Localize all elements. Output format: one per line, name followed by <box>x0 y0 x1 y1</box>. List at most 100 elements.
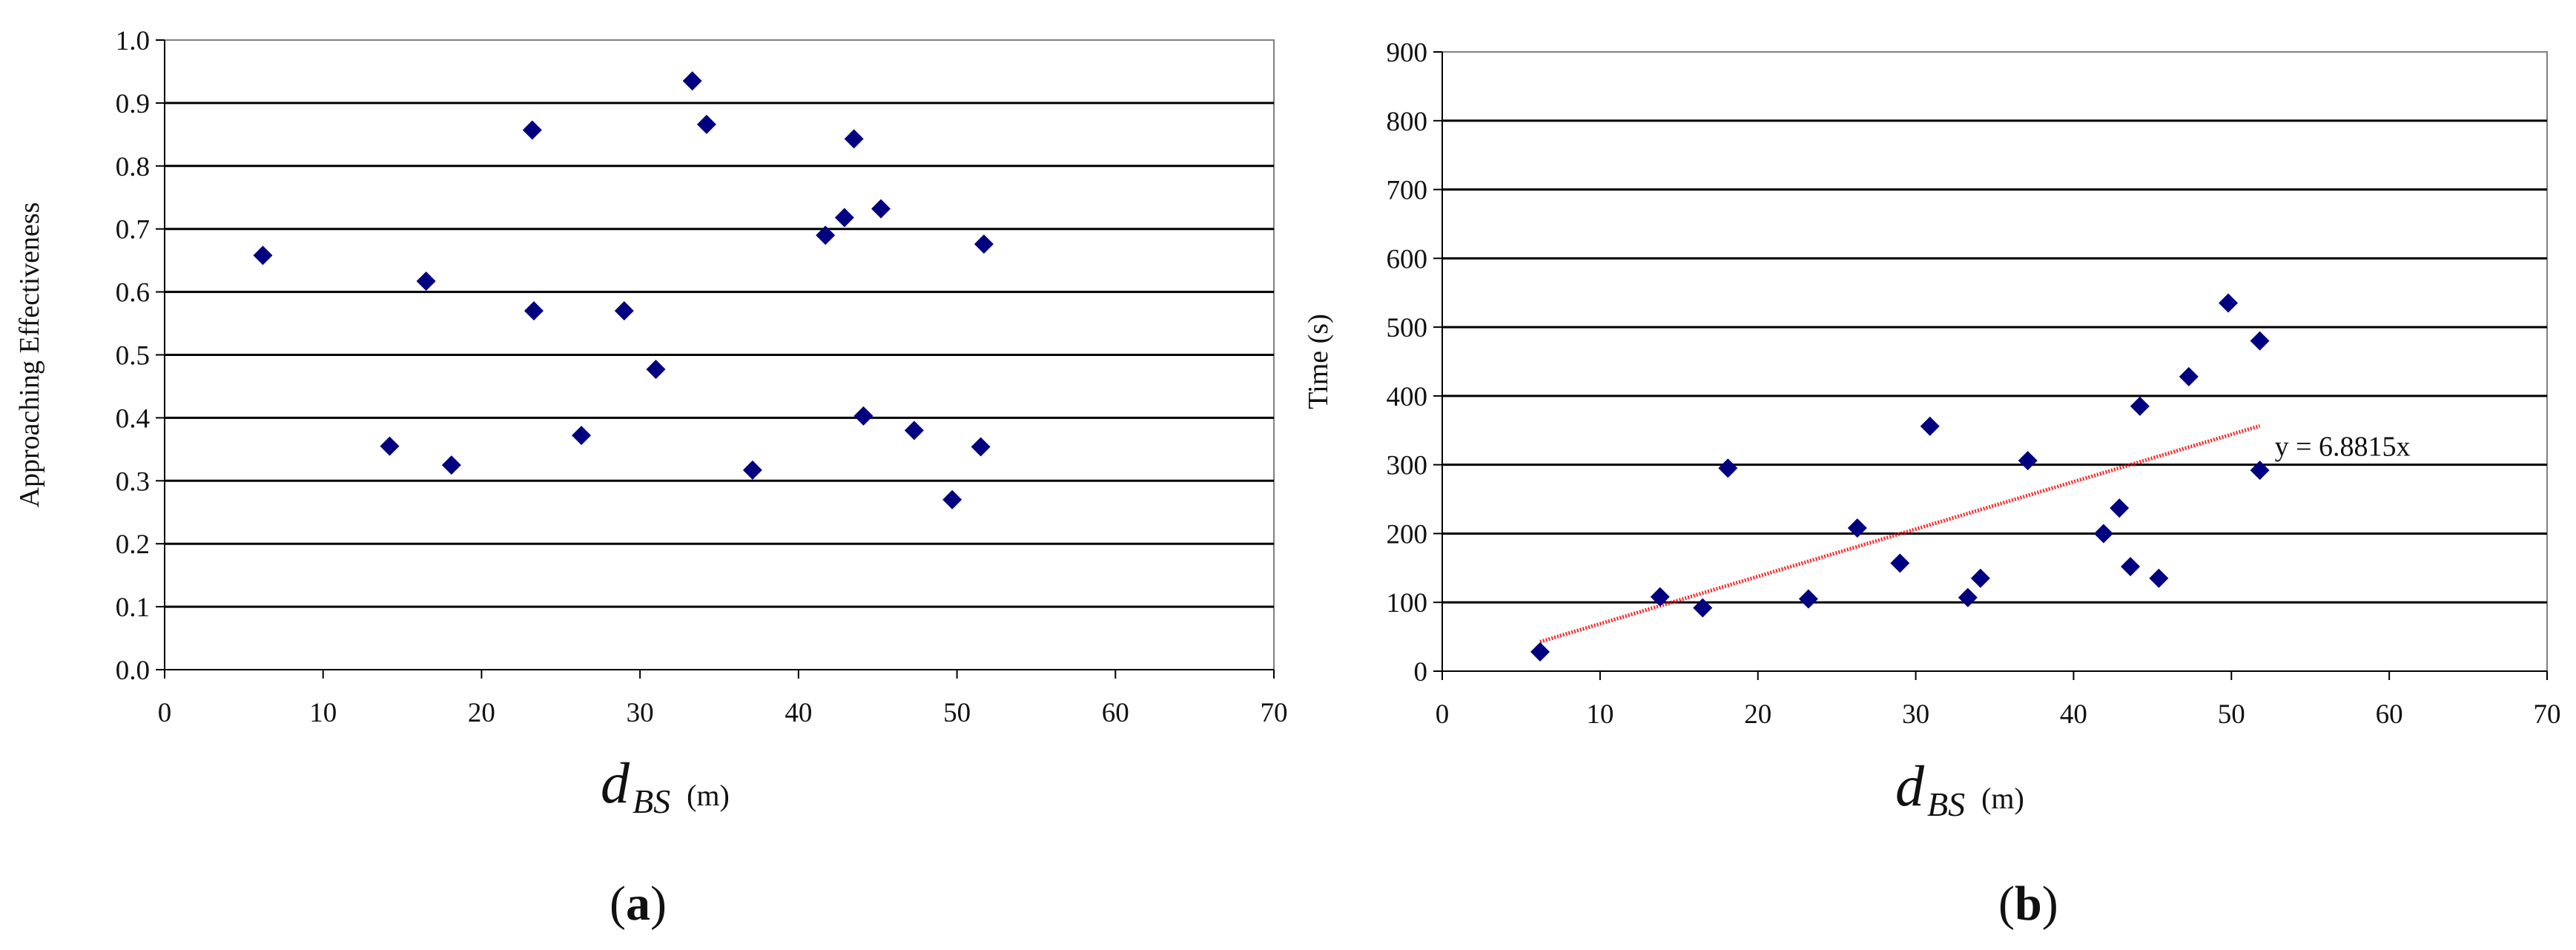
y-tick-label: 400 <box>1387 382 1428 412</box>
data-point <box>844 129 864 149</box>
panel-label-part: ) <box>650 877 667 931</box>
data-point <box>524 301 544 321</box>
data-point <box>974 234 994 254</box>
data-point <box>2149 568 2169 588</box>
data-point <box>1718 458 1738 478</box>
data-point <box>380 436 400 456</box>
x-axis-label-symbol: d <box>601 751 630 815</box>
data-point <box>942 489 962 509</box>
data-point <box>522 120 542 140</box>
data-point <box>2250 331 2270 351</box>
data-point <box>646 360 666 380</box>
data-point <box>1530 642 1550 662</box>
y-tick-label: 700 <box>1387 176 1428 206</box>
x-axis-label-unit: (m) <box>1981 782 2024 815</box>
data-point <box>2219 293 2239 313</box>
y-tick-label: 100 <box>1387 588 1428 619</box>
x-tick-label: 70 <box>2534 699 2561 730</box>
chart-a: 0.0 0.1 0.2 0.3 0.4 0.5 0.6 0.7 0.8 0.9 1.0 0 10 20 30… <box>14 26 1288 931</box>
data-point <box>871 199 891 219</box>
x-tick-label: 60 <box>2376 699 2403 730</box>
panel-label-part: a <box>626 877 650 931</box>
y-tick-label: 0.6 <box>116 278 150 309</box>
data-point <box>572 426 592 446</box>
x-tick-label: 60 <box>1102 698 1129 728</box>
y-tick-label: 0.5 <box>116 341 150 372</box>
data-point <box>2121 556 2141 576</box>
x-tick-label: 20 <box>468 698 495 728</box>
y-tick-label: 0.1 <box>116 593 150 623</box>
panel-label-part: ( <box>610 877 626 931</box>
x-tick-label: 40 <box>785 698 812 728</box>
x-tick-label: 10 <box>309 698 337 728</box>
y-tick-label: 0 <box>1414 657 1428 687</box>
y-tick-label: 0.2 <box>116 530 150 560</box>
data-point <box>1970 568 1990 588</box>
chart-b: 0 100 200 300 400 500 600 700 800 900 0 10 20 30 40 50 6… <box>1303 38 2561 931</box>
x-tick-label: 0 <box>1436 699 1450 730</box>
y-axis-label: Time (s) <box>1303 314 1334 409</box>
data-point <box>2093 524 2113 544</box>
y-tick-label: 0.9 <box>116 89 150 119</box>
x-axis-label-symbol: d <box>1895 753 1925 818</box>
y-tick-label: 0.4 <box>116 403 150 434</box>
trendline-equation: y = 6.8815x <box>2275 431 2411 462</box>
data-point <box>253 245 273 265</box>
data-point <box>1693 598 1713 618</box>
y-tick-label: 0.8 <box>116 152 150 182</box>
panel-label: (b) <box>1998 877 2058 931</box>
data-point <box>1958 587 1978 607</box>
y-tick-label: 200 <box>1387 519 1428 550</box>
x-tick-label: 50 <box>2218 699 2245 730</box>
x-tick-label: 70 <box>1261 698 1288 728</box>
data-point <box>416 271 436 291</box>
y-tick-label: 600 <box>1387 244 1428 274</box>
x-axis-label-unit: (m) <box>687 779 730 812</box>
data-point <box>1650 587 1670 607</box>
y-tick-label: 500 <box>1387 313 1428 343</box>
x-tick-label: 0 <box>158 698 172 728</box>
data-point <box>2250 461 2270 481</box>
data-point <box>904 420 924 441</box>
y-tick-label: 800 <box>1387 107 1428 137</box>
data-point <box>441 455 461 475</box>
panel-label-part: b <box>2015 877 2042 931</box>
data-point <box>696 114 716 134</box>
data-point <box>834 208 854 228</box>
data-point <box>2018 451 2038 471</box>
data-point <box>971 437 991 457</box>
data-point <box>2179 366 2199 386</box>
y-axis-label: Approaching Effectiveness <box>14 202 45 508</box>
panel-label-part: ) <box>2042 877 2058 931</box>
y-tick-label: 300 <box>1387 451 1428 481</box>
data-point <box>614 301 634 321</box>
panel-label-part: ( <box>1998 877 2015 931</box>
x-tick-label: 30 <box>1902 699 1929 730</box>
x-axis-label-subscript: BS <box>1927 785 1965 823</box>
data-point <box>1847 518 1867 538</box>
y-tick-label: 1.0 <box>116 26 150 56</box>
data-point <box>816 225 836 245</box>
plot-area <box>1441 51 2548 672</box>
x-axis-label: dBS (m) <box>1895 753 2024 823</box>
x-tick-label: 30 <box>627 698 654 728</box>
panel-label: (a) <box>610 877 667 931</box>
data-point <box>682 71 702 91</box>
x-tick-label: 50 <box>943 698 971 728</box>
x-axis-label: dBS (m) <box>601 751 730 820</box>
x-tick-label: 20 <box>1744 699 1771 730</box>
y-tick-label: 900 <box>1387 38 1428 68</box>
data-point <box>853 406 873 426</box>
data-point <box>2110 498 2130 518</box>
x-tick-label: 10 <box>1586 699 1614 730</box>
data-point <box>1920 416 1940 436</box>
x-axis-label-subscript: BS <box>633 782 670 820</box>
y-tick-label: 0.7 <box>116 215 150 245</box>
data-point <box>1798 589 1818 609</box>
data-point <box>742 460 762 480</box>
y-tick-label: 0.0 <box>116 656 150 686</box>
x-tick-label: 40 <box>2060 699 2087 730</box>
data-point <box>1890 553 1910 573</box>
y-tick-label: 0.3 <box>116 466 150 497</box>
